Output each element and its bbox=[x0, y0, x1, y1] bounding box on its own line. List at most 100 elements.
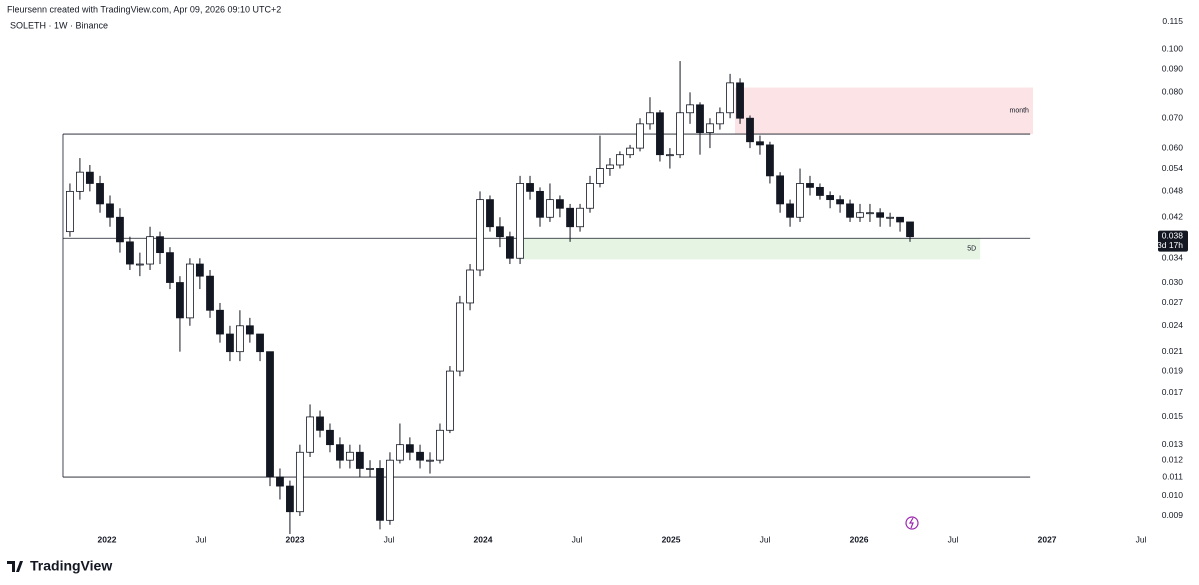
candle-body bbox=[906, 221, 914, 238]
candle-body bbox=[786, 203, 794, 218]
candle-body bbox=[596, 168, 604, 184]
candle-body bbox=[856, 212, 864, 218]
x-tick-label: Jul bbox=[948, 534, 959, 544]
candle-body bbox=[615, 154, 624, 166]
x-tick-label: 2023 bbox=[286, 534, 305, 544]
y-tick-label: 0.080 bbox=[1162, 87, 1184, 97]
candle-body bbox=[766, 144, 774, 177]
candle-body bbox=[256, 333, 264, 353]
candle-body bbox=[436, 429, 444, 461]
candle-body bbox=[316, 416, 324, 431]
candle-body bbox=[526, 183, 534, 192]
candle-body bbox=[386, 459, 394, 521]
candle-body bbox=[466, 269, 474, 304]
candle-body bbox=[455, 302, 464, 372]
candle-body bbox=[796, 183, 804, 218]
candle-body bbox=[516, 183, 524, 259]
candle-body bbox=[166, 252, 174, 283]
zone bbox=[520, 238, 981, 260]
candle-body bbox=[846, 203, 854, 218]
candle-body bbox=[886, 216, 894, 219]
candle-body bbox=[245, 325, 254, 335]
candle-body bbox=[66, 190, 74, 233]
x-tick-label: 2025 bbox=[662, 534, 681, 544]
y-tick-label: 0.017 bbox=[1162, 387, 1184, 397]
candle-body bbox=[656, 112, 664, 156]
candle-body bbox=[866, 212, 874, 215]
candle-body bbox=[546, 199, 554, 218]
candle-body bbox=[496, 226, 504, 238]
candle-body bbox=[276, 476, 284, 487]
candle-body bbox=[736, 82, 744, 119]
candle-body bbox=[506, 236, 514, 259]
x-tick-label: 2022 bbox=[98, 534, 117, 544]
price-label: 0.038 bbox=[1162, 230, 1184, 240]
candle-body bbox=[85, 171, 94, 184]
candle-body bbox=[556, 199, 564, 209]
candle-body bbox=[626, 147, 634, 156]
candle-body bbox=[876, 212, 885, 218]
y-tick-label: 0.011 bbox=[1162, 471, 1183, 481]
candle-body bbox=[566, 207, 574, 228]
candle-body bbox=[355, 451, 364, 469]
candle-body bbox=[396, 444, 404, 461]
candle-body bbox=[96, 183, 104, 205]
zone bbox=[734, 87, 1033, 135]
y-tick-label: 0.010 bbox=[1162, 490, 1184, 500]
y-tick-label: 0.030 bbox=[1162, 277, 1184, 287]
y-tick-label: 0.027 bbox=[1162, 297, 1184, 307]
candle-body bbox=[376, 468, 384, 521]
candle-body bbox=[446, 370, 454, 431]
candle-body bbox=[405, 444, 414, 453]
candle-body bbox=[706, 123, 714, 133]
candle-body bbox=[346, 451, 354, 461]
zone-label: 5D bbox=[967, 246, 976, 253]
y-tick-label: 0.019 bbox=[1162, 365, 1184, 375]
price-label-bg bbox=[1158, 230, 1188, 252]
candle-body bbox=[286, 485, 294, 513]
y-tick-label: 0.021 bbox=[1162, 346, 1184, 356]
candle-body bbox=[306, 416, 314, 453]
brand: TradingView bbox=[30, 558, 112, 574]
y-tick-label: 0.115 bbox=[1162, 16, 1183, 26]
candle-body bbox=[476, 199, 484, 271]
candle-body bbox=[686, 104, 694, 114]
candle-body bbox=[416, 451, 424, 461]
candle-body bbox=[135, 263, 144, 266]
candle-body bbox=[806, 183, 814, 188]
candle-body bbox=[206, 275, 214, 311]
candle-body bbox=[536, 190, 544, 218]
y-tick-label: 0.015 bbox=[1162, 411, 1184, 421]
x-tick-label: Jul bbox=[760, 534, 771, 544]
countdown: 3d 17h bbox=[1157, 240, 1183, 250]
y-tick-label: 0.090 bbox=[1162, 64, 1184, 74]
y-tick-label: 0.070 bbox=[1162, 112, 1184, 122]
y-tick-label: 0.048 bbox=[1162, 186, 1184, 196]
y-tick-label: 0.024 bbox=[1162, 320, 1184, 330]
y-tick-label: 0.042 bbox=[1162, 212, 1184, 222]
x-tick-label: Jul bbox=[572, 534, 583, 544]
candle-body bbox=[716, 112, 724, 125]
candle-body bbox=[336, 444, 344, 461]
credit: Fleursenn created with TradingView.com, … bbox=[7, 4, 281, 14]
candle-body bbox=[836, 199, 844, 205]
x-tick-label: Jul bbox=[384, 534, 395, 544]
candle-body bbox=[326, 429, 334, 446]
candle-body bbox=[76, 171, 84, 192]
logo bbox=[7, 561, 23, 572]
candle-body bbox=[195, 263, 204, 277]
y-tick-label: 0.013 bbox=[1162, 439, 1184, 449]
candle-body bbox=[666, 154, 674, 157]
candle-body bbox=[696, 104, 704, 133]
candle-body bbox=[236, 325, 244, 353]
candle-body bbox=[606, 164, 614, 169]
candle-body bbox=[426, 459, 434, 462]
candle-body bbox=[116, 216, 124, 243]
x-tick-label: Jul bbox=[196, 534, 207, 544]
candle-body bbox=[486, 199, 494, 228]
y-tick-label: 0.100 bbox=[1162, 43, 1184, 53]
x-tick-label: 2024 bbox=[474, 534, 493, 544]
y-tick-label: 0.009 bbox=[1162, 510, 1184, 520]
candle-body bbox=[756, 141, 764, 146]
candle-body bbox=[646, 112, 654, 125]
